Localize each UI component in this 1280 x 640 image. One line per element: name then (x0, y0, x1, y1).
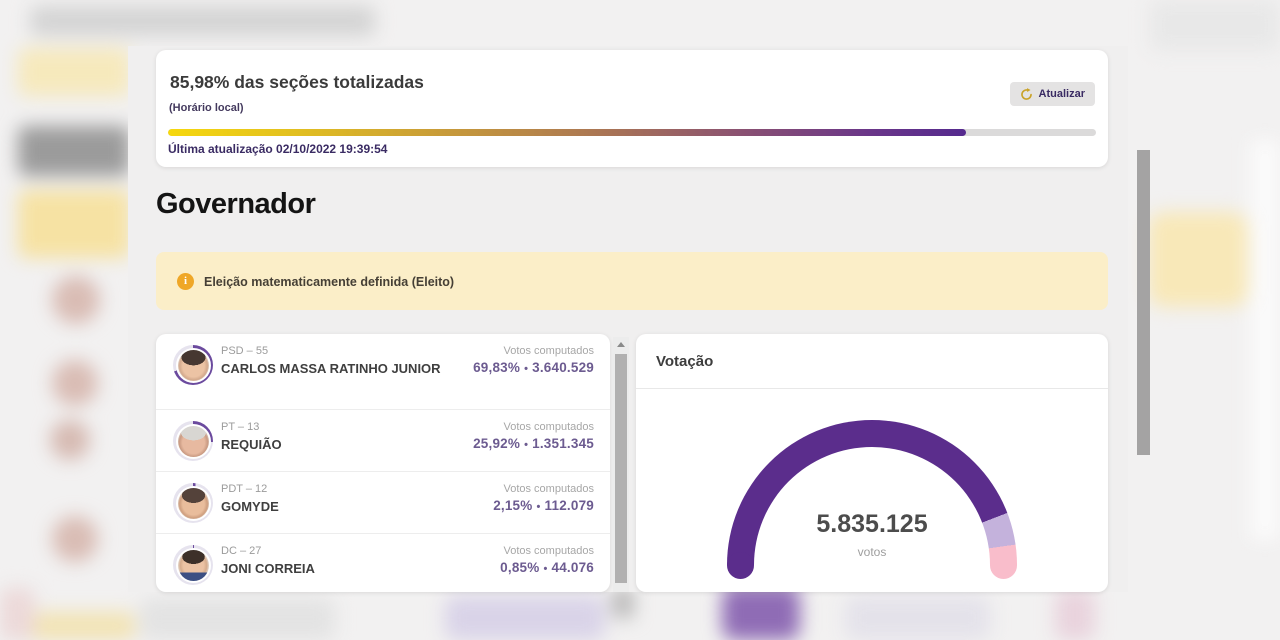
scroll-up-button[interactable] (613, 337, 629, 351)
blurred-blob (612, 588, 634, 618)
last-update-text: Última atualização 02/10/2022 19:39:54 (168, 142, 388, 156)
refresh-button[interactable]: Atualizar (1009, 82, 1095, 106)
blurred-blob (1148, 212, 1248, 307)
candidate-votes-block: Votos computados 0,85% • 44.076 (500, 545, 594, 575)
blurred-blob (25, 612, 135, 640)
candidate-party: PSD – 55 (221, 345, 269, 357)
results-panel: 85,98% das seções totalizadas (Horário l… (128, 46, 1128, 592)
candidate-party: PT – 13 (221, 421, 260, 433)
candidate-votes-block: Votos computados 2,15% • 112.079 (493, 483, 594, 513)
candidate-votes-block: Votos computados 69,83% • 3.640.529 (473, 345, 594, 375)
candidate-name: CARLOS MASSA RATINHO JUNIOR (221, 361, 441, 376)
candidate-row: PT – 13 REQUIÃO Votos computados 25,92% •… (156, 410, 610, 472)
blurred-blob (30, 6, 375, 36)
scroll-up-icon (617, 341, 625, 347)
candidate-name: REQUIÃO (221, 437, 282, 452)
blurred-blob (1055, 590, 1095, 640)
candidate-photo (177, 549, 209, 581)
blurred-blob (18, 48, 130, 96)
blurred-blob (140, 598, 335, 640)
candidate-vote-value: 0,85% • 44.076 (500, 560, 594, 575)
refresh-icon (1020, 87, 1033, 101)
candidate-percent: 2,15% (493, 498, 533, 513)
blurred-blob (722, 586, 800, 640)
blurred-blob (1250, 140, 1280, 540)
candidate-votes: 44.076 (551, 560, 594, 575)
candidate-name: GOMYDE (221, 499, 279, 514)
blurred-blob (0, 588, 35, 640)
blurred-blob (52, 276, 100, 324)
votacao-title: Votação (656, 353, 714, 370)
votes-computed-label: Votos computados (503, 483, 594, 495)
avatar-ring-gap (175, 485, 211, 521)
votes-computed-label: Votos computados (503, 545, 594, 557)
candidate-list-scrollbar[interactable] (613, 337, 629, 592)
avatar-ring-gap (175, 547, 211, 583)
value-separator: • (524, 363, 529, 375)
page-title: Governador (156, 188, 316, 220)
candidate-votes: 3.640.529 (532, 360, 594, 375)
candidate-vote-ring (173, 345, 213, 385)
blurred-blob (18, 126, 130, 176)
candidate-party: PDT – 12 (221, 483, 268, 495)
votacao-card: Votação 5.835.125 votos (636, 334, 1108, 592)
candidate-votes: 1.351.345 (532, 436, 594, 451)
candidate-percent: 69,83% (473, 360, 521, 375)
gauge-unit-label: votos (857, 545, 887, 559)
gauge-cap-end (990, 551, 1017, 579)
candidate-vote-ring (173, 421, 213, 461)
votes-gauge: 5.835.125 votos (727, 420, 1017, 592)
elected-banner: i Eleição matematicamente definida (Elei… (156, 252, 1108, 310)
candidate-vote-ring (173, 545, 213, 585)
candidates-card: PSD – 55 CARLOS MASSA RATINHO JUNIOR Vot… (156, 334, 610, 592)
blurred-blob (845, 596, 990, 640)
candidate-row: PSD – 55 CARLOS MASSA RATINHO JUNIOR Vot… (156, 334, 610, 410)
card-divider (636, 388, 1108, 389)
totalization-subtitle: (Horário local) (169, 102, 244, 114)
candidate-photo (177, 349, 209, 381)
blurred-blob (18, 190, 130, 258)
votes-computed-label: Votos computados (503, 421, 594, 433)
candidate-votes-block: Votos computados 25,92% • 1.351.345 (473, 421, 594, 451)
candidate-name: JONI CORREIA (221, 561, 315, 576)
candidate-photo (177, 487, 209, 519)
blurred-blob (445, 596, 605, 640)
gauge-cap-start (727, 551, 754, 579)
votes-computed-label: Votos computados (503, 345, 594, 357)
totalization-title: 85,98% das seções totalizadas (170, 72, 424, 92)
value-separator: • (524, 439, 529, 451)
totalization-progress-track (168, 129, 1096, 136)
candidate-percent: 25,92% (473, 436, 521, 451)
info-icon: i (177, 273, 194, 290)
gauge-total-votes: 5.835.125 (816, 510, 928, 538)
blurred-blob (1150, 0, 1280, 50)
candidate-vote-value: 69,83% • 3.640.529 (473, 360, 594, 375)
candidate-photo (177, 425, 209, 457)
avatar-ring-gap (175, 347, 211, 383)
progress-fill (168, 129, 966, 136)
totalization-card: 85,98% das seções totalizadas (Horário l… (156, 50, 1108, 167)
candidate-row: DC – 27 JONI CORREIA Votos computados 0,… (156, 534, 610, 592)
candidate-list-scrollbar-thumb[interactable] (615, 354, 627, 583)
candidate-votes: 112.079 (544, 498, 594, 513)
candidate-vote-ring (173, 483, 213, 523)
blurred-blob (52, 360, 98, 406)
candidate-vote-value: 25,92% • 1.351.345 (473, 436, 594, 451)
elected-banner-text: Eleição matematicamente definida (Eleito… (204, 275, 455, 289)
page-scrollbar-thumb[interactable] (1137, 150, 1150, 455)
value-separator: • (543, 563, 548, 575)
candidate-percent: 0,85% (500, 560, 540, 575)
candidate-party: DC – 27 (221, 545, 262, 557)
avatar-ring-gap (175, 423, 211, 459)
candidate-vote-value: 2,15% • 112.079 (493, 498, 594, 513)
refresh-label: Atualizar (1038, 88, 1085, 100)
value-separator: • (536, 501, 541, 513)
blurred-blob (52, 516, 98, 562)
candidate-row: PDT – 12 GOMYDE Votos computados 2,15% • 1… (156, 472, 610, 534)
blurred-blob (50, 420, 90, 460)
